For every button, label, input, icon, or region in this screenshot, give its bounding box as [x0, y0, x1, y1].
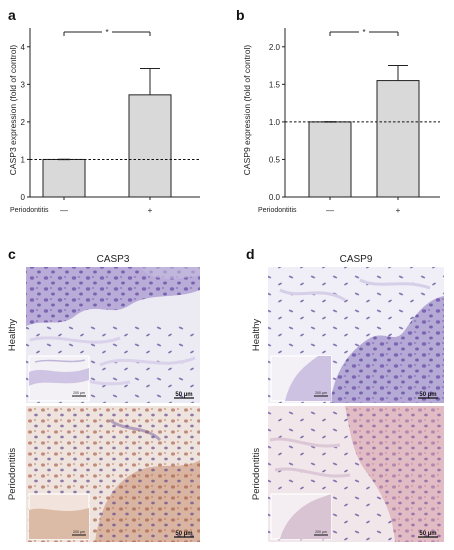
panel-letter-c: c — [8, 246, 16, 262]
inset-scale-label: 200 µm — [315, 530, 327, 534]
bar-1 — [376, 80, 420, 198]
chart-casp3: CASP3 expression (fold of control) 0 1 2 3 4… — [8, 28, 200, 215]
significance-bracket: * — [329, 28, 399, 37]
y-tick-label: 1.5 — [269, 80, 281, 89]
scale-bar-label: 50 µm — [419, 392, 436, 398]
y-tick-labels: 0 1 2 3 4 — [21, 43, 30, 202]
x-axis-label: Periodontitis — [10, 207, 49, 214]
y-tick-label: 0.5 — [269, 155, 281, 164]
y-tick-label: 0.0 — [269, 193, 281, 202]
casp3-title: CASP3 — [97, 254, 130, 265]
panel-letter-a: a — [8, 7, 16, 23]
y-tick-label: 1.0 — [269, 118, 281, 127]
chart-casp9: CASP9 expression (fold of control) 0.00.… — [242, 28, 440, 215]
row-label-healthy: Healthy — [251, 319, 262, 351]
micrograph-casp3-healthy: 200 µm 50 µm — [26, 267, 200, 403]
y-tick-label: 0 — [21, 193, 26, 202]
panel-letter-d: d — [246, 246, 255, 262]
y-tick-label: 3 — [21, 80, 26, 89]
casp9-title: CASP9 — [340, 254, 373, 265]
micrograph-casp9-healthy: 200 µm 50 µm — [268, 267, 444, 403]
row-label-healthy: Healthy — [7, 319, 18, 351]
significance-label: * — [362, 28, 365, 37]
scale-bar-label: 50 µm — [175, 531, 192, 537]
significance-label: * — [105, 28, 108, 37]
micrograph-casp9-periodontitis: 200 µm 50 µm — [268, 406, 444, 542]
x-tick-label: — — [60, 206, 68, 215]
bracket-gap — [102, 29, 112, 35]
panel-letter-b: b — [236, 7, 245, 23]
bracket-gap — [359, 29, 369, 35]
inset-scale-label: 200 µm — [315, 391, 327, 395]
y-axis-label: CASP9 expression (fold of control) — [242, 45, 252, 176]
x-tick-label: + — [396, 206, 401, 215]
bar-0 — [42, 158, 86, 198]
y-tick-labels: 0.0 0.5 1.0 1.5 2.0 — [269, 43, 285, 202]
y-tick-label: 4 — [21, 43, 26, 52]
y-axis-label: CASP3 expression (fold of control) — [8, 45, 18, 176]
row-label-periodontitis: Periodontitis — [7, 448, 18, 501]
y-tick-label: 2.0 — [269, 43, 281, 52]
x-tick-label: — — [326, 206, 334, 215]
scale-bar-label: 50 µm — [419, 531, 436, 537]
y-tick-label: 2 — [21, 118, 26, 127]
row-label-periodontitis: Periodontitis — [251, 448, 262, 501]
x-axis-label: Periodontitis — [258, 207, 297, 214]
bar-0 — [308, 121, 352, 198]
scale-bar-label: 50 µm — [175, 392, 192, 398]
y-tick-label: 1 — [21, 155, 26, 164]
bar-1 — [128, 94, 172, 198]
micrograph-casp3-periodontitis: 200 µm 50 µm — [26, 406, 200, 542]
significance-bracket: * — [63, 28, 151, 37]
inset-scale-label: 200 µm — [73, 391, 85, 395]
inset-scale-label: 200 µm — [73, 530, 85, 534]
x-tick-label: + — [148, 206, 153, 215]
